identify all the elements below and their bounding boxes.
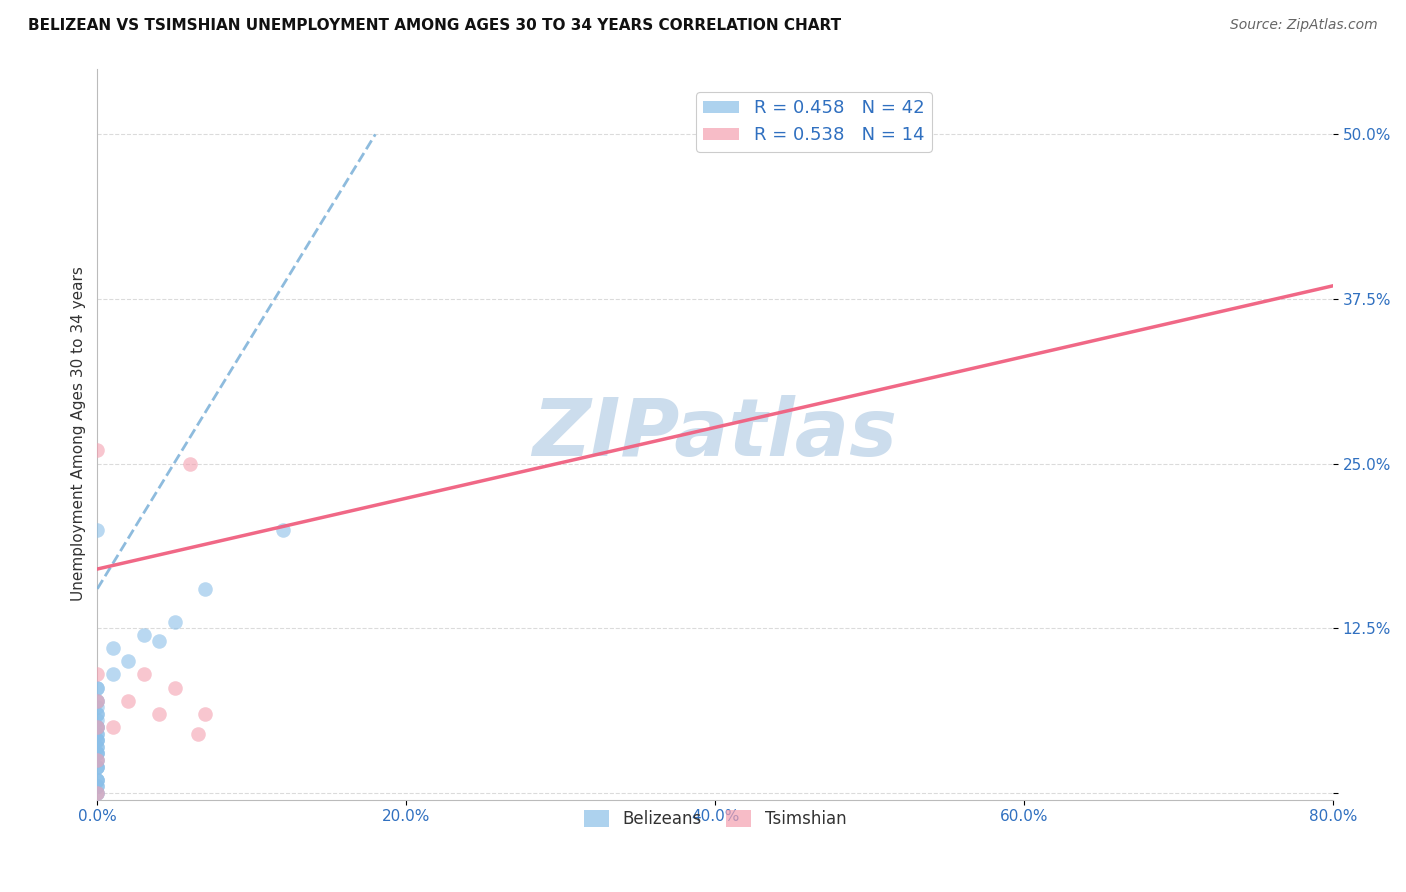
Point bbox=[101, 720, 124, 734]
Point bbox=[86, 681, 108, 695]
Point bbox=[148, 634, 170, 648]
Point bbox=[86, 759, 108, 773]
Point bbox=[86, 747, 108, 761]
Point bbox=[86, 726, 108, 740]
Point bbox=[86, 772, 108, 787]
Point bbox=[86, 747, 108, 761]
Y-axis label: Unemployment Among Ages 30 to 34 years: Unemployment Among Ages 30 to 34 years bbox=[72, 267, 86, 601]
Point bbox=[86, 759, 108, 773]
Point bbox=[86, 753, 108, 767]
Point bbox=[86, 720, 108, 734]
Point bbox=[86, 720, 108, 734]
Point bbox=[86, 700, 108, 714]
Point bbox=[101, 667, 124, 681]
Point bbox=[86, 739, 108, 754]
Point bbox=[86, 694, 108, 708]
Point bbox=[117, 694, 139, 708]
Point bbox=[86, 733, 108, 747]
Point bbox=[132, 628, 155, 642]
Text: BELIZEAN VS TSIMSHIAN UNEMPLOYMENT AMONG AGES 30 TO 34 YEARS CORRELATION CHART: BELIZEAN VS TSIMSHIAN UNEMPLOYMENT AMONG… bbox=[28, 18, 841, 33]
Point bbox=[101, 641, 124, 656]
Point bbox=[86, 720, 108, 734]
Point bbox=[194, 582, 217, 596]
Point bbox=[86, 772, 108, 787]
Point bbox=[86, 694, 108, 708]
Point bbox=[179, 457, 201, 471]
Point bbox=[86, 733, 108, 747]
Point bbox=[86, 759, 108, 773]
Point bbox=[86, 753, 108, 767]
Point bbox=[86, 739, 108, 754]
Point bbox=[86, 780, 108, 794]
Point bbox=[86, 747, 108, 761]
Point bbox=[86, 714, 108, 728]
Point bbox=[86, 443, 108, 458]
Point bbox=[86, 706, 108, 721]
Point bbox=[117, 654, 139, 668]
Point bbox=[86, 681, 108, 695]
Point bbox=[132, 667, 155, 681]
Point bbox=[86, 694, 108, 708]
Point bbox=[86, 726, 108, 740]
Text: Source: ZipAtlas.com: Source: ZipAtlas.com bbox=[1230, 18, 1378, 32]
Point bbox=[86, 523, 108, 537]
Point bbox=[86, 780, 108, 794]
Point bbox=[86, 786, 108, 800]
Point bbox=[163, 615, 186, 629]
Point bbox=[86, 667, 108, 681]
Point bbox=[86, 706, 108, 721]
Point bbox=[86, 753, 108, 767]
Point bbox=[86, 786, 108, 800]
Point bbox=[163, 681, 186, 695]
Point bbox=[86, 786, 108, 800]
Point bbox=[86, 720, 108, 734]
Legend: Belizeans, Tsimshian: Belizeans, Tsimshian bbox=[576, 804, 853, 835]
Point bbox=[271, 523, 294, 537]
Text: ZIPatlas: ZIPatlas bbox=[533, 395, 897, 473]
Point bbox=[86, 772, 108, 787]
Point bbox=[194, 706, 217, 721]
Point bbox=[86, 733, 108, 747]
Point bbox=[148, 706, 170, 721]
Point bbox=[187, 726, 209, 740]
